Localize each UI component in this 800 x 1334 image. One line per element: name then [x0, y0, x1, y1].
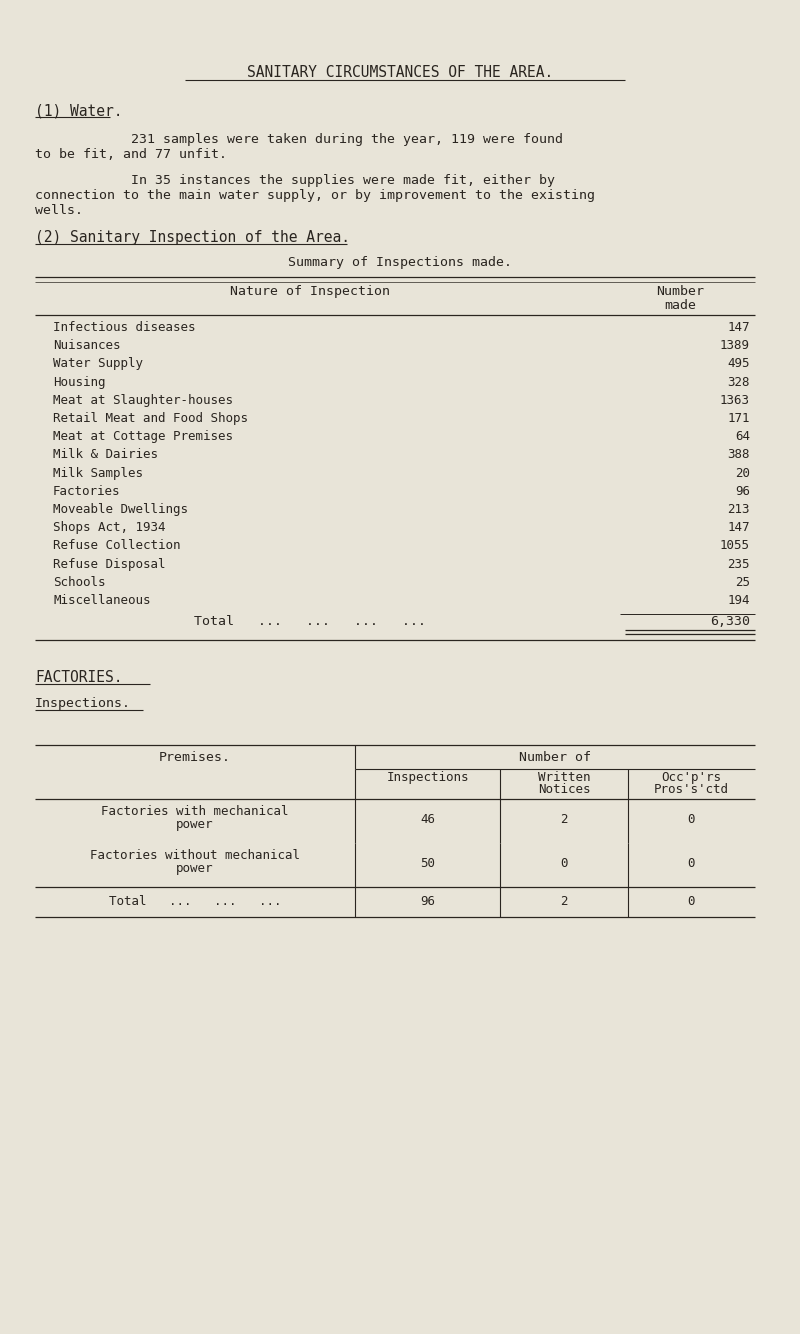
Text: 96: 96: [420, 895, 435, 908]
Text: power: power: [176, 862, 214, 875]
Text: 2: 2: [560, 895, 568, 908]
Text: 388: 388: [727, 448, 750, 462]
Text: Number: Number: [656, 285, 704, 297]
Text: Miscellaneous: Miscellaneous: [53, 594, 150, 607]
Text: FACTORIES.: FACTORIES.: [35, 670, 122, 686]
Text: 20: 20: [735, 467, 750, 480]
Text: Meat at Cottage Premises: Meat at Cottage Premises: [53, 430, 233, 443]
Text: Notices: Notices: [538, 783, 590, 796]
Text: Nuisances: Nuisances: [53, 339, 121, 352]
Text: 1363: 1363: [720, 394, 750, 407]
Text: (2) Sanitary Inspection of the Area.: (2) Sanitary Inspection of the Area.: [35, 229, 350, 245]
Text: Milk & Dairies: Milk & Dairies: [53, 448, 158, 462]
Text: Inspections.: Inspections.: [35, 698, 131, 710]
Text: Water Supply: Water Supply: [53, 358, 143, 371]
Text: Schools: Schools: [53, 576, 106, 588]
Text: (1) Water.: (1) Water.: [35, 103, 122, 117]
Text: 0: 0: [688, 814, 695, 826]
Text: 235: 235: [727, 558, 750, 571]
Text: Meat at Slaughter-houses: Meat at Slaughter-houses: [53, 394, 233, 407]
Text: 328: 328: [727, 376, 750, 388]
Text: Total   ...   ...   ...   ...: Total ... ... ... ...: [194, 615, 426, 628]
Text: wells.: wells.: [35, 204, 83, 217]
Text: Summary of Inspections made.: Summary of Inspections made.: [288, 256, 512, 269]
Text: connection to the main water supply, or by improvement to the existing: connection to the main water supply, or …: [35, 189, 595, 201]
Text: SANITARY CIRCUMSTANCES OF THE AREA.: SANITARY CIRCUMSTANCES OF THE AREA.: [247, 65, 553, 80]
Text: 0: 0: [560, 858, 568, 870]
Text: Refuse Disposal: Refuse Disposal: [53, 558, 166, 571]
Text: 50: 50: [420, 858, 435, 870]
Text: power: power: [176, 818, 214, 831]
Text: 0: 0: [688, 858, 695, 870]
Text: Milk Samples: Milk Samples: [53, 467, 143, 480]
Text: 2: 2: [560, 814, 568, 826]
Text: 147: 147: [727, 321, 750, 334]
Text: Number of: Number of: [519, 751, 591, 764]
Text: 0: 0: [688, 895, 695, 908]
Text: 171: 171: [727, 412, 750, 426]
Text: Housing: Housing: [53, 376, 106, 388]
Text: Shops Act, 1934: Shops Act, 1934: [53, 522, 166, 534]
Text: 64: 64: [735, 430, 750, 443]
Text: 96: 96: [735, 484, 750, 498]
Text: 495: 495: [727, 358, 750, 371]
Text: Premises.: Premises.: [159, 751, 231, 764]
Text: 6,330: 6,330: [710, 615, 750, 628]
Text: 213: 213: [727, 503, 750, 516]
Text: Infectious diseases: Infectious diseases: [53, 321, 195, 334]
Text: Factories without mechanical: Factories without mechanical: [90, 850, 300, 862]
Text: 46: 46: [420, 814, 435, 826]
Text: Nature of Inspection: Nature of Inspection: [230, 285, 390, 297]
Text: 1055: 1055: [720, 539, 750, 552]
Text: 147: 147: [727, 522, 750, 534]
Text: Occ'p'rs: Occ'p'rs: [662, 771, 722, 784]
Text: to be fit, and 77 unfit.: to be fit, and 77 unfit.: [35, 148, 227, 161]
Text: In 35 instances the supplies were made fit, either by: In 35 instances the supplies were made f…: [35, 173, 555, 187]
Text: 231 samples were taken during the year, 119 were found: 231 samples were taken during the year, …: [35, 133, 563, 145]
Text: Inspections: Inspections: [386, 771, 469, 784]
Text: 25: 25: [735, 576, 750, 588]
Text: made: made: [664, 299, 696, 312]
Text: 1389: 1389: [720, 339, 750, 352]
Text: Pros's'ctd: Pros's'ctd: [654, 783, 729, 796]
Text: Total   ...   ...   ...: Total ... ... ...: [109, 895, 282, 908]
Text: Retail Meat and Food Shops: Retail Meat and Food Shops: [53, 412, 248, 426]
Text: Moveable Dwellings: Moveable Dwellings: [53, 503, 188, 516]
Text: Written: Written: [538, 771, 590, 784]
Text: 194: 194: [727, 594, 750, 607]
Text: Refuse Collection: Refuse Collection: [53, 539, 181, 552]
Text: Factories with mechanical: Factories with mechanical: [102, 806, 289, 818]
Text: Factories: Factories: [53, 484, 121, 498]
